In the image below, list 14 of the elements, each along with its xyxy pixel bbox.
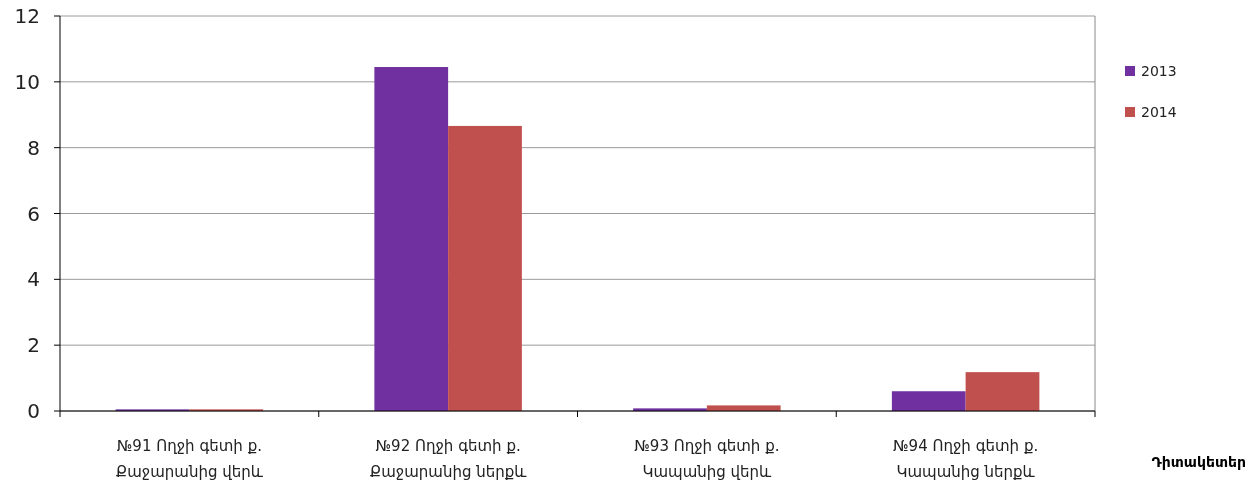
y-tick-label: 12 — [14, 4, 40, 28]
x-tick-label: №94 Ողջի գետի ք. Կապանից ներքև — [893, 437, 1039, 481]
y-tick-label: 10 — [14, 69, 40, 94]
y-tick-label: 6 — [27, 201, 40, 226]
y-tick-label: 8 — [27, 135, 40, 160]
x-axis-title: Դիտակետեր — [1151, 454, 1246, 470]
x-tick-label: №91 Ողջի գետի ք. Քաջարանից վերև — [115, 437, 264, 481]
x-tick-label: №92 Ողջի գետի ք. Քաջարանից ներքև — [369, 437, 528, 481]
x-tick-label: №93 Ողջի գետի ք. Կապանից վերև — [634, 437, 780, 481]
legend-label: 2013 — [1141, 62, 1177, 79]
y-tick-label: 4 — [27, 267, 40, 292]
legend-label: 2014 — [1141, 103, 1177, 120]
y-tick-label: 2 — [27, 333, 40, 358]
y-tick-label: 0 — [27, 399, 40, 423]
